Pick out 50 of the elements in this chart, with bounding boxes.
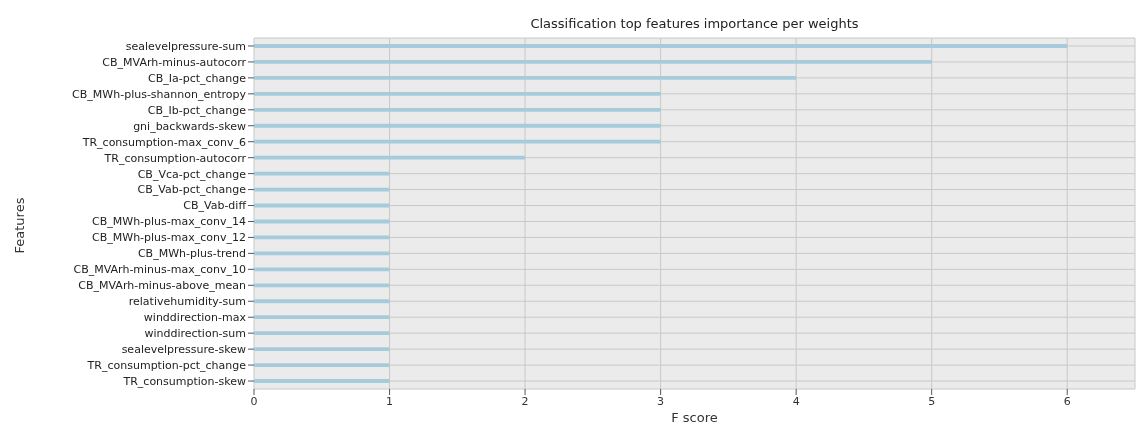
bar [254,315,390,320]
y-tick-label: CB_Ia-pct_change [147,71,247,85]
x-tick-label: 4 [792,394,800,408]
x-tick-label: 1 [386,394,394,408]
y-tick-label: CB_MVArh-minus-autocorr [102,55,247,69]
y-tick-label: TR_consumption-pct_change [86,358,247,372]
y-axis-title: Features [11,197,27,254]
bar [254,283,390,288]
bar [254,331,390,336]
bar [254,139,661,144]
bar [254,123,661,128]
y-tick-label: CB_MVArh-minus-max_conv_10 [73,263,246,277]
y-tick-label: CB_MWh-plus-max_conv_14 [92,215,246,229]
y-tick-label: TR_consumption-autocorr [103,151,247,165]
y-tick-label: CB_MWh-plus-max_conv_12 [92,231,246,245]
y-tick-label: relativehumidity-sum [128,295,246,309]
y-tick-label: CB_Vca-pct_change [137,167,247,181]
y-tick-label: CB_MVArh-minus-above_mean [78,279,247,293]
x-tick-label: 5 [928,394,936,408]
y-tick-label: CB_Vab-diff [183,199,247,213]
y-tick-label: CB_Ib-pct_change [147,103,247,117]
y-tick-label: sealevelpressure-skew [121,343,246,357]
bar [254,267,390,272]
bar [254,363,390,367]
x-tick-label: 3 [657,394,665,408]
y-tick-label: TR_consumption-max_conv_6 [81,135,246,149]
bar [254,155,526,160]
chart-title: Classification top features importance per weights [529,16,860,31]
bar [254,171,390,176]
bar [254,75,797,80]
bar [254,251,390,256]
y-tick-label: gni_backwards-skew [133,119,246,133]
y-tick-label: sealevelpressure-sum [125,39,246,53]
bar [254,299,390,304]
bar [254,347,390,352]
y-tick-label: TR_consumption-skew [122,374,246,388]
y-tick-label: CB_MWh-plus-trend [137,247,246,261]
bar [254,91,661,96]
x-tick-label: 6 [1063,394,1071,408]
bar [254,379,390,383]
x-tick-label: 0 [250,394,258,408]
x-axis-title: F score [670,410,719,425]
bar [254,107,661,112]
x-tick-label: 2 [521,394,529,408]
y-tick-label: winddirection-max [143,311,247,325]
y-tick-label: winddirection-sum [144,327,246,341]
y-tick-label: CB_Vab-pct_change [137,183,247,197]
bar [254,60,932,64]
y-tick-label: CB_MWh-plus-shannon_entropy [72,87,247,101]
bar [254,44,1068,48]
